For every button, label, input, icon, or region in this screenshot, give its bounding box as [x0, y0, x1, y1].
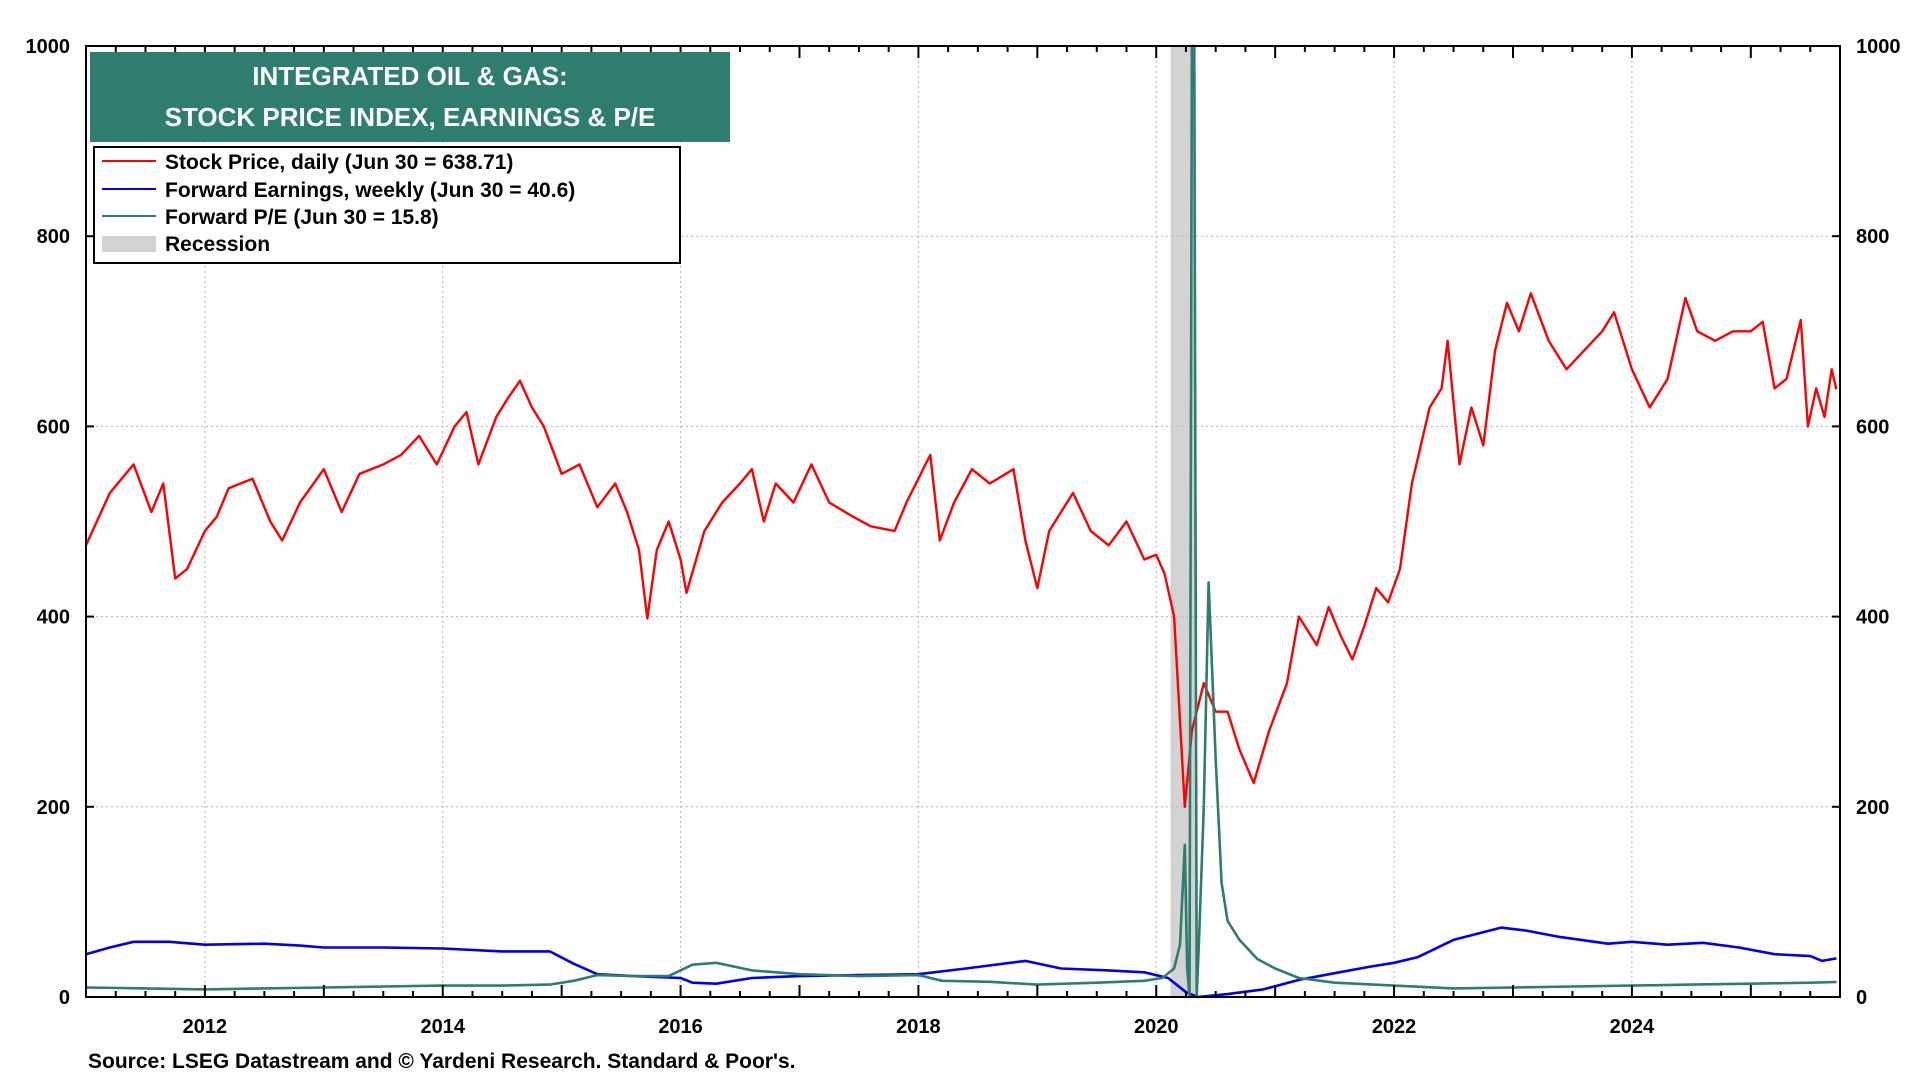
legend-label-recession: Recession	[165, 233, 270, 256]
y-tick-label-right: 600	[1856, 416, 1889, 438]
x-tick-label: 2024	[1610, 1016, 1655, 1038]
chart-title-line-1: INTEGRATED OIL & GAS:	[252, 61, 567, 91]
y-tick-label-right: 800	[1856, 226, 1889, 248]
y-tick-label-right: 400	[1856, 607, 1889, 629]
series-line-pe	[85, 44, 1837, 999]
y-tick-label-right: 0	[1856, 987, 1867, 1009]
x-tick-label: 2018	[896, 1016, 941, 1038]
legend-box	[93, 146, 681, 264]
y-tick-label-left: 1000	[26, 36, 71, 58]
chart-title-box: INTEGRATED OIL & GAS: STOCK PRICE INDEX,…	[90, 52, 730, 142]
x-tick-label: 2020	[1134, 1016, 1179, 1038]
series-line-price	[84, 292, 1838, 808]
legend-swatch-recession	[102, 236, 156, 252]
title-background	[90, 52, 730, 142]
source-note: Source: LSEG Datastream and © Yardeni Re…	[88, 1050, 795, 1073]
x-tick-label: 2014	[420, 1016, 465, 1038]
plot-frame	[85, 45, 1841, 998]
x-tick-label: 2022	[1372, 1016, 1417, 1038]
y-tick-label-left: 800	[37, 226, 70, 248]
series-line-earnings	[85, 926, 1837, 999]
x-tick-label: 2016	[658, 1016, 703, 1038]
y-tick-label-left: 200	[37, 797, 70, 819]
y-tick-label-left: 600	[37, 416, 70, 438]
y-tick-label-left: 400	[37, 607, 70, 629]
x-tick-label: 2012	[183, 1016, 228, 1038]
legend-label-earnings: Forward Earnings, weekly (Jun 30 = 40.6)	[165, 179, 575, 202]
chart-title-line-2: STOCK PRICE INDEX, EARNINGS & P/E	[165, 102, 656, 132]
axis-layer: 0 0 200 200 400 400 600 600 800 800 1000 1000 2012 20…	[26, 36, 1901, 1038]
legend-label-pe: Forward P/E (Jun 30 = 15.8)	[165, 206, 439, 229]
series-layer	[84, 44, 1838, 999]
legend: Stock Price, daily (Jun 30 = 638.71) For…	[93, 146, 681, 264]
grid-layer	[86, 46, 1840, 997]
y-tick-label-left: 0	[59, 987, 70, 1009]
legend-label-price: Stock Price, daily (Jun 30 = 638.71)	[165, 151, 513, 174]
y-tick-label-right: 200	[1856, 797, 1889, 819]
y-tick-label-right: 1000	[1856, 36, 1901, 58]
